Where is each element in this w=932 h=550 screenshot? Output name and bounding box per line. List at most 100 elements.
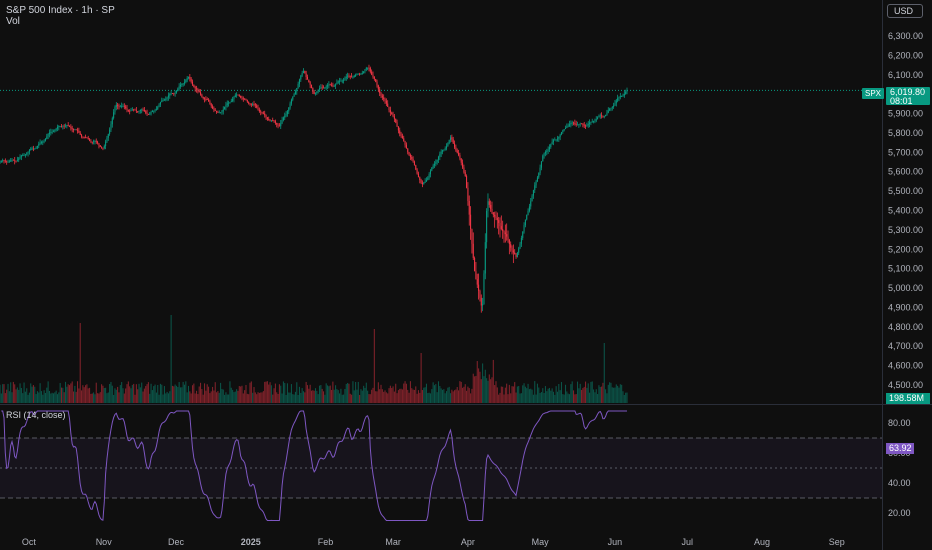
volume-bar bbox=[242, 393, 244, 403]
volume-bar bbox=[258, 392, 260, 403]
candle-body bbox=[415, 165, 417, 170]
candle-body bbox=[502, 228, 504, 231]
candle-body bbox=[72, 129, 75, 130]
volume-bar bbox=[138, 383, 140, 403]
volume-bar bbox=[241, 385, 243, 403]
candle-body bbox=[137, 111, 139, 113]
candle-body bbox=[337, 81, 339, 83]
volume-bar bbox=[272, 394, 274, 403]
candle-body bbox=[551, 141, 553, 145]
volume-bar bbox=[101, 384, 103, 403]
candle-body bbox=[212, 106, 214, 109]
volume-bar bbox=[220, 382, 222, 403]
candle-body bbox=[388, 106, 390, 111]
candle-body bbox=[343, 79, 345, 81]
candle-body bbox=[526, 214, 528, 220]
volume-bar bbox=[478, 368, 480, 403]
candle-body bbox=[440, 151, 442, 154]
volume-bar bbox=[161, 384, 163, 403]
volume-bar bbox=[564, 384, 567, 403]
candle-body bbox=[396, 122, 398, 127]
candle-body bbox=[571, 122, 573, 124]
volume-bar bbox=[48, 391, 50, 403]
volume-bar bbox=[383, 391, 385, 403]
candle-body bbox=[101, 146, 103, 148]
volume-bar bbox=[213, 390, 215, 403]
candle-body bbox=[325, 86, 327, 88]
price-tick-label: 4,800.00 bbox=[888, 322, 923, 332]
candle-body bbox=[400, 133, 402, 136]
volume-bar bbox=[471, 388, 473, 403]
candle-body bbox=[331, 84, 333, 86]
volume-bar bbox=[327, 385, 329, 403]
volume-bar bbox=[373, 329, 375, 403]
volume-bar bbox=[351, 394, 353, 403]
volume-bar bbox=[340, 388, 342, 403]
candle-body bbox=[404, 141, 406, 145]
volume-bar bbox=[352, 381, 354, 403]
volume-bar bbox=[376, 391, 378, 403]
candle-body bbox=[463, 167, 465, 173]
candle-body bbox=[512, 250, 514, 253]
volume-bar bbox=[511, 386, 513, 403]
candle-body bbox=[432, 165, 434, 168]
candle-body bbox=[335, 84, 337, 86]
candle-body bbox=[467, 187, 469, 201]
price-tick-label: 5,700.00 bbox=[888, 147, 923, 157]
candle-body bbox=[286, 111, 288, 114]
volume-bar bbox=[568, 394, 571, 403]
volume-bar bbox=[11, 392, 13, 403]
volume-bar bbox=[578, 388, 580, 403]
volume-bar bbox=[448, 386, 450, 403]
candle-body bbox=[91, 141, 93, 143]
candle-body bbox=[281, 119, 283, 124]
volume-bar bbox=[534, 381, 536, 403]
volume-bar bbox=[528, 389, 530, 403]
time-tick-label: 2025 bbox=[241, 537, 261, 547]
volume-bar bbox=[55, 390, 57, 403]
volume-bar bbox=[273, 388, 275, 403]
candle-body bbox=[518, 248, 520, 253]
volume-bar bbox=[341, 394, 343, 403]
candle-body bbox=[381, 95, 383, 98]
volume-bar bbox=[122, 388, 124, 403]
candle-body bbox=[618, 96, 620, 99]
volume-bar bbox=[30, 383, 32, 403]
currency-button[interactable]: USD bbox=[887, 4, 923, 18]
candle-body bbox=[171, 93, 173, 95]
volume-bar bbox=[559, 390, 561, 403]
volume-bar bbox=[512, 386, 514, 403]
volume-bar bbox=[113, 394, 115, 403]
candle-body bbox=[300, 75, 302, 80]
candle-body bbox=[352, 77, 354, 78]
volume-bar bbox=[249, 382, 251, 403]
candle-body bbox=[411, 156, 413, 159]
volume-bar bbox=[72, 391, 75, 403]
candle-body bbox=[15, 160, 17, 162]
candle-body bbox=[385, 100, 387, 104]
volume-bar bbox=[405, 383, 407, 403]
volume-bar bbox=[360, 389, 362, 403]
candle-body bbox=[89, 139, 91, 141]
candle-body bbox=[609, 108, 611, 111]
volume-bar bbox=[367, 390, 369, 403]
candle-body bbox=[499, 222, 501, 227]
volume-bar bbox=[555, 386, 557, 403]
candle-body bbox=[126, 108, 128, 110]
volume-bar bbox=[90, 393, 92, 403]
candle-body bbox=[593, 121, 595, 122]
volume-bar bbox=[377, 382, 379, 403]
candle-body bbox=[340, 80, 342, 82]
candle-body bbox=[133, 109, 135, 111]
volume-bar bbox=[171, 385, 173, 403]
last-price-tag: 6,019.80 08:01 bbox=[886, 87, 930, 106]
candle-body bbox=[253, 104, 255, 105]
volume-bar bbox=[186, 392, 188, 403]
candle-body bbox=[42, 141, 44, 143]
candle-body bbox=[95, 140, 97, 142]
candle-body bbox=[590, 121, 592, 123]
volume-bar bbox=[150, 383, 152, 403]
volume-legend-label: Vol bbox=[6, 16, 20, 27]
volume-bar bbox=[24, 391, 26, 403]
